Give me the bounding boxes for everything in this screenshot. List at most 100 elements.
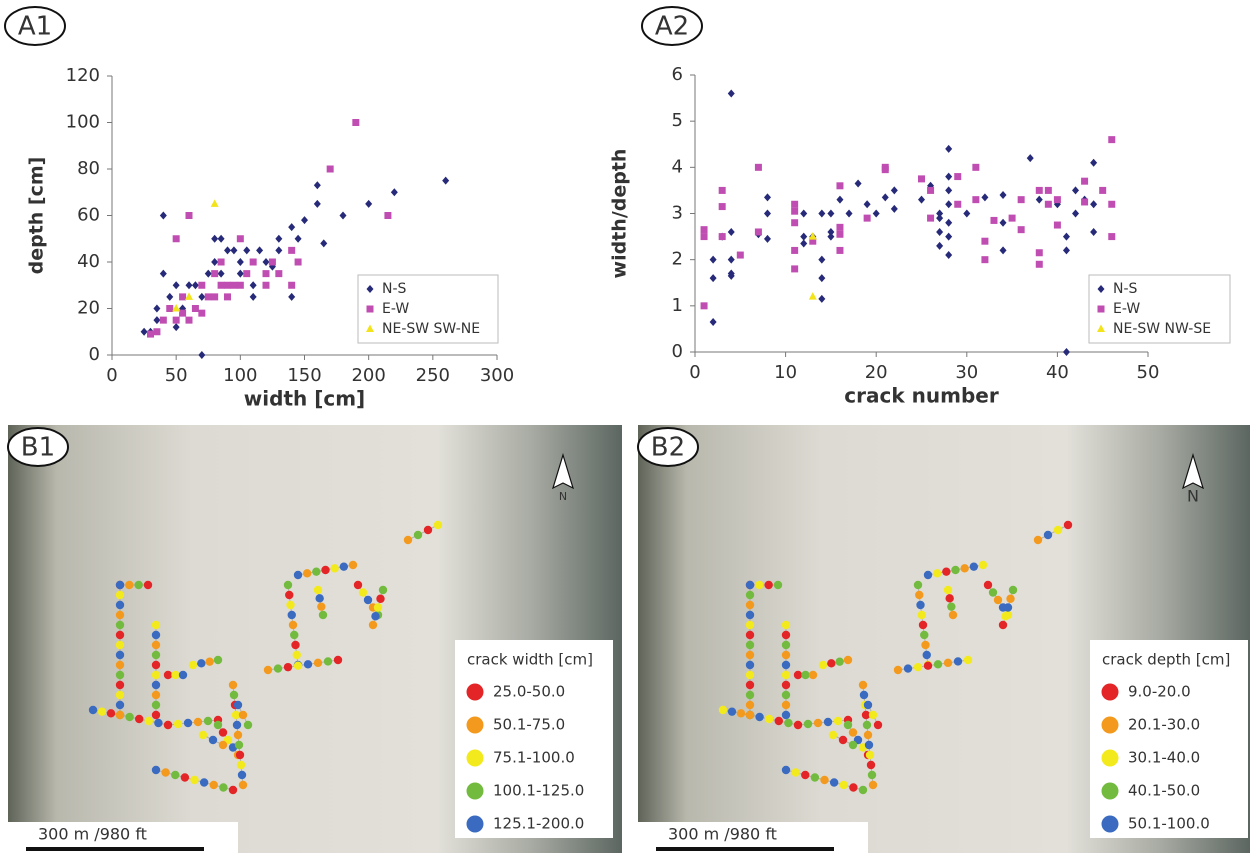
crack-dot	[214, 721, 222, 729]
crack-dot	[219, 728, 227, 736]
y-tick-label: 5	[672, 110, 683, 131]
point	[250, 259, 257, 266]
point	[230, 282, 237, 289]
crack-dot	[237, 761, 245, 769]
point	[198, 282, 205, 289]
map-legend	[1090, 640, 1248, 838]
point	[701, 302, 708, 309]
crack-dot	[945, 594, 953, 602]
map-legend-title: crack width [cm]	[467, 651, 593, 669]
point	[275, 246, 282, 254]
point	[211, 199, 219, 207]
crack-dot	[864, 701, 872, 709]
point	[972, 164, 979, 171]
point	[218, 282, 225, 289]
crack-dot	[152, 621, 160, 629]
crack-dot	[210, 781, 218, 789]
point	[147, 331, 154, 338]
y-tick-label: 0	[89, 344, 100, 365]
crack-dot	[1001, 612, 1009, 620]
crack-dot	[174, 720, 182, 728]
legend-dot	[1102, 783, 1119, 800]
point	[818, 256, 825, 264]
crack-dot	[1009, 586, 1017, 594]
point	[198, 310, 205, 317]
crack-dot	[746, 601, 754, 609]
point	[1063, 348, 1070, 356]
crack-dot	[184, 719, 192, 727]
crack-dot	[171, 771, 179, 779]
point	[211, 293, 218, 300]
point	[263, 270, 270, 277]
crack-dot	[894, 666, 902, 674]
y-tick-label: 1	[672, 295, 683, 316]
point	[186, 317, 193, 324]
legend-dot	[467, 684, 484, 701]
crack-dot	[164, 721, 172, 729]
y-tick-label: 100	[66, 112, 100, 133]
crack-dot	[782, 711, 790, 719]
point	[166, 293, 173, 301]
point	[288, 282, 295, 289]
crack-dot	[820, 776, 828, 784]
crack-dot	[782, 691, 790, 699]
crack-dot	[746, 691, 754, 699]
crack-dot	[933, 569, 941, 577]
crack-dot	[923, 651, 931, 659]
crack-dot	[116, 641, 124, 649]
crack-dot	[869, 781, 877, 789]
crack-dot	[989, 588, 997, 596]
crack-dot	[782, 766, 790, 774]
crack-dot	[746, 681, 754, 689]
crack-dot	[746, 631, 754, 639]
crack-dot	[214, 656, 222, 664]
x-tick-label: 100	[223, 365, 257, 386]
point	[1081, 178, 1088, 185]
panel-label: B2	[651, 433, 685, 463]
point	[981, 193, 988, 201]
map-legend-label: 25.0-50.0	[493, 683, 565, 701]
point	[275, 270, 282, 277]
x-tick-label: 0	[689, 362, 700, 383]
point	[186, 212, 193, 219]
point	[1081, 198, 1088, 205]
crack-dot	[152, 671, 160, 679]
point	[945, 186, 952, 194]
point	[936, 242, 943, 250]
crack-dot	[116, 701, 124, 709]
point	[218, 270, 225, 278]
crack-dot	[289, 621, 297, 629]
crack-dot	[1006, 595, 1014, 603]
point	[945, 173, 952, 181]
crack-dot	[970, 562, 978, 570]
crack-dot	[830, 778, 838, 786]
point	[185, 292, 193, 300]
crack-dot	[334, 656, 342, 664]
crack-dot	[359, 588, 367, 596]
point	[1036, 249, 1043, 256]
crack-dot	[979, 561, 987, 569]
crack-dot	[324, 657, 332, 665]
crack-dot	[949, 611, 957, 619]
scale-label: 300 m /980 ft	[38, 825, 147, 844]
crack-dot	[869, 711, 877, 719]
crack-dot	[304, 660, 312, 668]
crack-dot	[171, 671, 179, 679]
crack-dot	[914, 581, 922, 589]
crack-dot	[229, 681, 237, 689]
point	[710, 256, 717, 264]
point	[263, 282, 270, 289]
crack-dot	[135, 715, 143, 723]
point	[237, 270, 244, 278]
series	[710, 89, 1098, 356]
point	[172, 304, 180, 312]
point	[936, 214, 943, 222]
point	[1108, 136, 1115, 143]
crack-dot	[809, 671, 817, 679]
legend-label: E-W	[1113, 301, 1140, 317]
crack-dot	[964, 656, 972, 664]
point	[256, 246, 263, 254]
crack-dot	[424, 526, 432, 534]
crack-dot	[434, 521, 442, 529]
crack-dot	[811, 773, 819, 781]
